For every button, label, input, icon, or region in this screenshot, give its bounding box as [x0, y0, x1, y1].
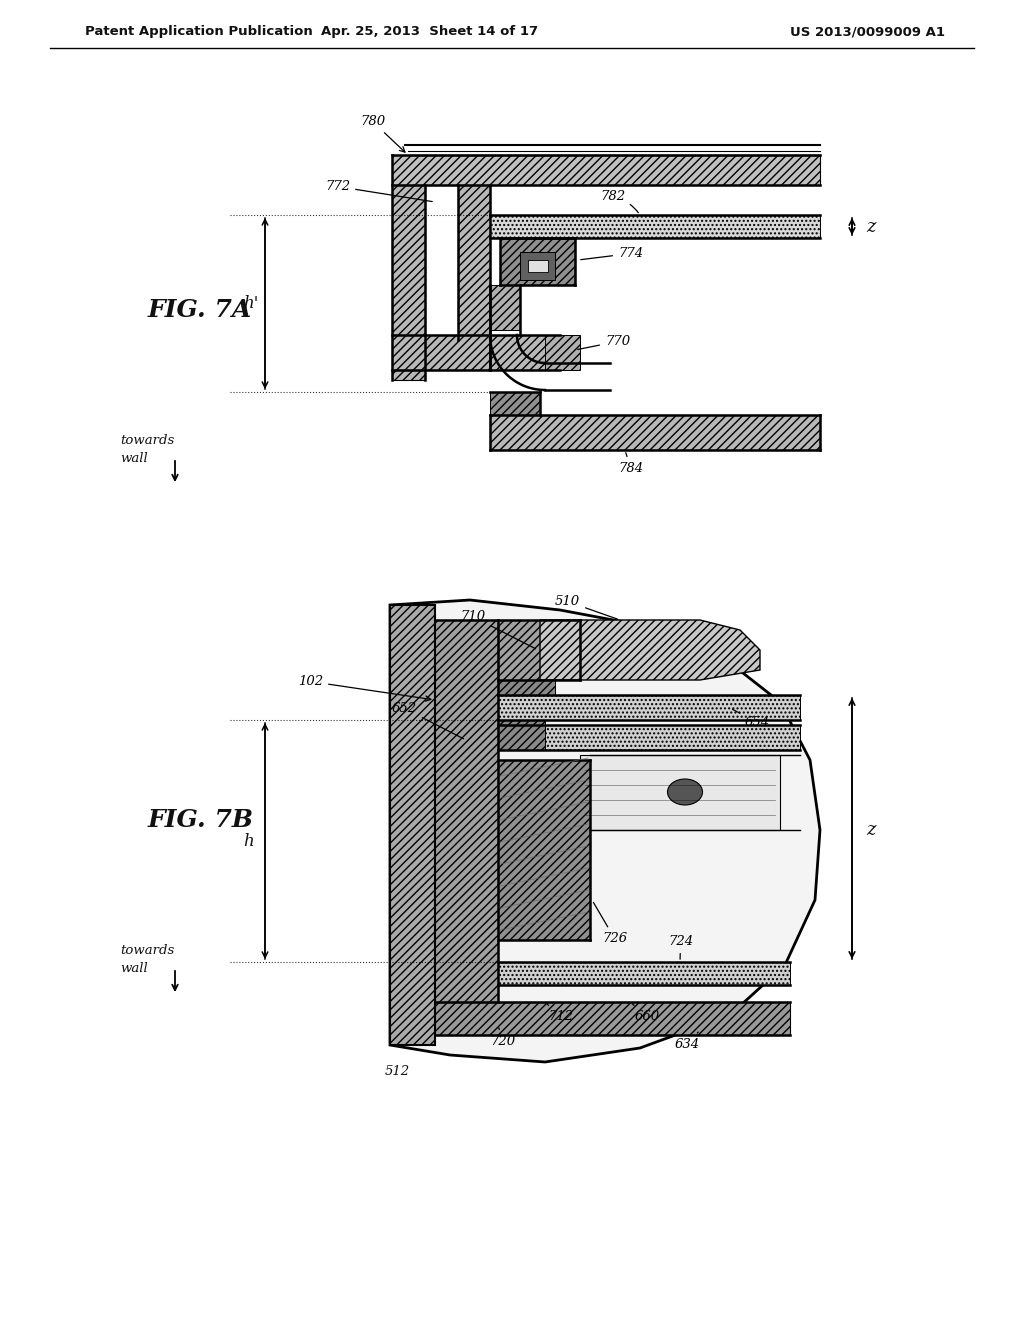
Polygon shape: [458, 185, 490, 341]
Polygon shape: [528, 260, 548, 272]
Polygon shape: [490, 285, 520, 330]
Polygon shape: [498, 725, 800, 750]
Text: h': h': [243, 296, 258, 313]
Polygon shape: [500, 238, 575, 285]
Polygon shape: [392, 185, 425, 380]
Polygon shape: [498, 962, 790, 985]
Text: US 2013/0099009 A1: US 2013/0099009 A1: [790, 25, 945, 38]
Polygon shape: [498, 620, 580, 680]
Polygon shape: [390, 601, 820, 1063]
Text: 784: 784: [618, 453, 643, 475]
Text: 726: 726: [593, 903, 627, 945]
Polygon shape: [498, 719, 545, 750]
Polygon shape: [490, 392, 540, 414]
Text: towards: towards: [120, 944, 174, 957]
Text: 780: 780: [360, 115, 404, 152]
Text: FIG. 7A: FIG. 7A: [148, 298, 252, 322]
Text: 710: 710: [460, 610, 536, 648]
Text: 634: 634: [675, 1032, 700, 1051]
Text: z: z: [866, 218, 876, 236]
Text: Patent Application Publication: Patent Application Publication: [85, 25, 312, 38]
Text: wall: wall: [120, 451, 147, 465]
Text: 102: 102: [298, 675, 431, 701]
Text: wall: wall: [120, 961, 147, 974]
Text: 512: 512: [385, 1065, 411, 1078]
Text: 724: 724: [668, 935, 693, 960]
Polygon shape: [540, 620, 760, 680]
Ellipse shape: [668, 779, 702, 805]
Polygon shape: [580, 755, 780, 830]
Polygon shape: [490, 215, 820, 238]
Polygon shape: [390, 605, 435, 1045]
Text: FIG. 7B: FIG. 7B: [148, 808, 254, 832]
Text: 782: 782: [600, 190, 638, 213]
Polygon shape: [392, 335, 560, 370]
Text: 770: 770: [578, 335, 630, 350]
Text: z: z: [866, 821, 876, 840]
Polygon shape: [392, 154, 820, 185]
Text: 774: 774: [581, 247, 643, 260]
Text: 720: 720: [490, 1028, 515, 1048]
Polygon shape: [435, 1002, 790, 1035]
Text: 510: 510: [555, 595, 617, 619]
Text: 660: 660: [632, 1003, 660, 1023]
Text: 772: 772: [325, 180, 432, 202]
Polygon shape: [435, 620, 498, 1002]
Text: 654: 654: [732, 709, 770, 729]
Polygon shape: [498, 680, 555, 696]
Text: h: h: [243, 833, 254, 850]
Text: 712: 712: [547, 1005, 573, 1023]
Polygon shape: [498, 696, 800, 719]
Text: towards: towards: [120, 433, 174, 446]
Text: 652: 652: [392, 702, 464, 739]
Polygon shape: [545, 335, 580, 370]
Polygon shape: [520, 252, 555, 280]
Text: Apr. 25, 2013  Sheet 14 of 17: Apr. 25, 2013 Sheet 14 of 17: [322, 25, 539, 38]
Polygon shape: [498, 760, 590, 940]
Polygon shape: [490, 414, 820, 450]
